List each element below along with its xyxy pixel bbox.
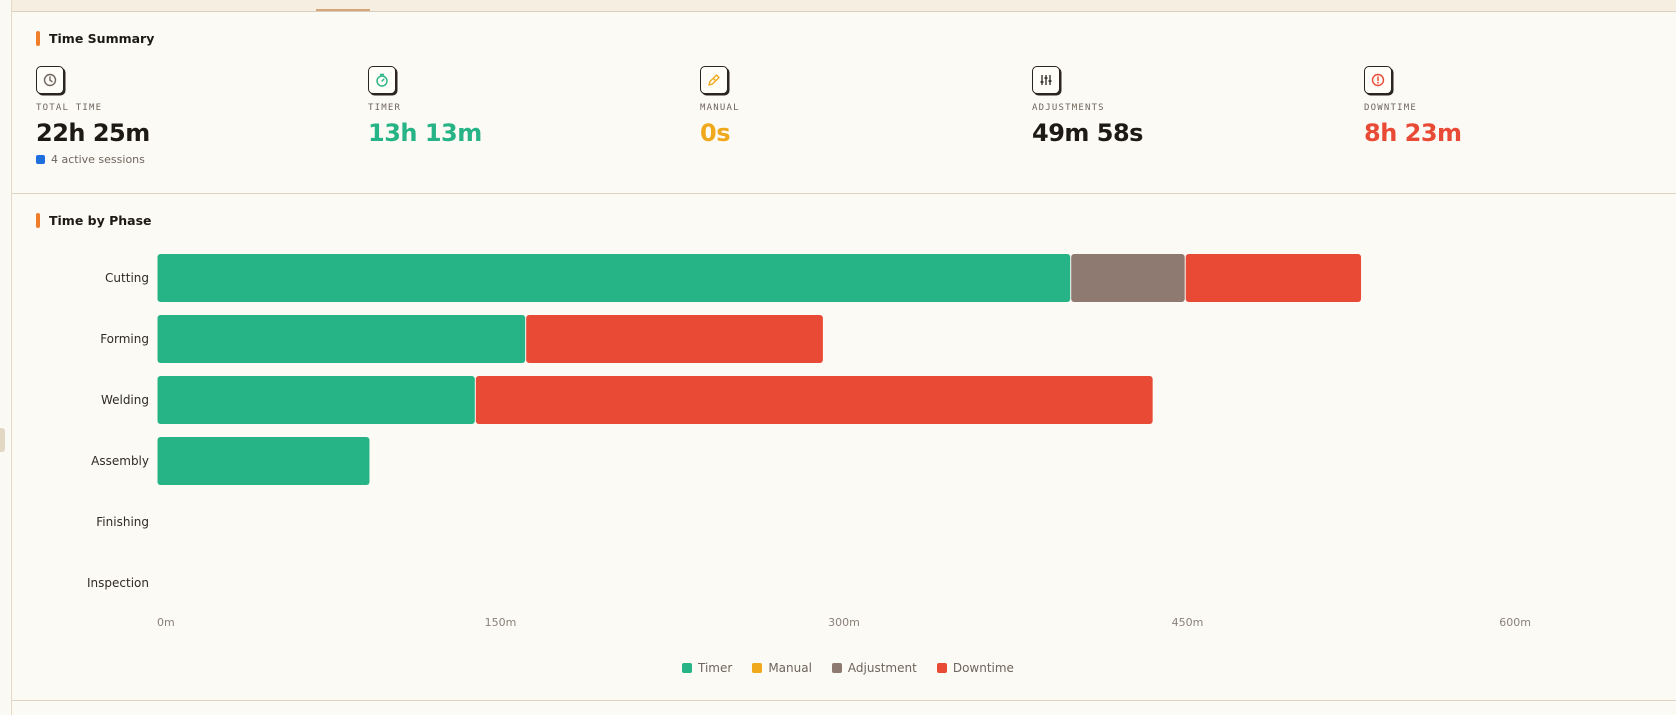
- legend-manual[interactable]: Manual: [752, 661, 812, 675]
- title-accent: [36, 31, 40, 46]
- bar-segment[interactable]: [157, 437, 370, 485]
- time-by-phase-title: Time by Phase: [36, 213, 152, 228]
- stat-value: 49m 58s: [1032, 119, 1143, 147]
- legend-label: Adjustment: [847, 661, 917, 675]
- stat-label: ADJUSTMENTS: [1032, 103, 1105, 113]
- session-indicator-icon: [36, 155, 45, 164]
- bar-segment[interactable]: [157, 376, 475, 424]
- category-label: Finishing: [96, 515, 149, 529]
- time-summary-heading: Time Summary: [49, 31, 155, 46]
- bar-segment[interactable]: [526, 315, 823, 363]
- stat-label: DOWNTIME: [1364, 103, 1417, 113]
- bar-segment[interactable]: [1185, 254, 1362, 302]
- alert-icon: [1364, 66, 1392, 94]
- x-tick-label: 450m: [1172, 616, 1204, 629]
- category-label: Cutting: [105, 271, 149, 285]
- bar-segment[interactable]: [157, 254, 1071, 302]
- stat-value: 13h 13m: [368, 119, 482, 147]
- bar-segment[interactable]: [157, 315, 526, 363]
- legend-swatch: [682, 663, 692, 673]
- time-panel: Time Summary TOTAL TIME 22h 25m 4 active…: [11, 0, 1676, 715]
- sidebar-resize-handle[interactable]: [0, 428, 5, 452]
- stat-label: TIMER: [368, 103, 402, 113]
- active-tab-indicator[interactable]: [316, 9, 370, 11]
- category-label: Assembly: [91, 454, 149, 468]
- stat-label: MANUAL: [700, 103, 740, 113]
- legend-swatch: [936, 663, 947, 673]
- stat-value: 8h 23m: [1364, 119, 1462, 147]
- top-tab-bar: [12, 0, 1676, 12]
- legend-label: Timer: [698, 661, 733, 675]
- time-summary-title: Time Summary: [36, 31, 154, 46]
- stat-value: 0s: [700, 119, 730, 147]
- chart-legend: Timer Manual Adjustment Downtime: [682, 661, 1034, 675]
- active-sessions: 4 active sessions: [36, 153, 336, 166]
- legend-swatch: [752, 663, 763, 673]
- stat-label: TOTAL TIME: [36, 103, 103, 113]
- pen-icon: [700, 66, 728, 94]
- x-tick-label: 300m: [828, 616, 860, 629]
- time-by-phase-chart: Cutting Forming Welding Assembly Finishing In…: [87, 254, 1531, 629]
- x-tick-label: 600m: [1499, 616, 1531, 629]
- stopwatch-icon: [368, 66, 396, 94]
- stat-adjustments: ADJUSTMENTS 49m 58s: [1032, 66, 1332, 147]
- legend-swatch: [831, 663, 842, 673]
- legend-timer[interactable]: Timer: [682, 661, 732, 675]
- bottom-divider: [12, 700, 1676, 701]
- section-divider: [12, 193, 1676, 194]
- stat-total-time: TOTAL TIME 22h 25m 4 active sessions: [36, 66, 336, 166]
- legend-label: Downtime: [952, 661, 1014, 675]
- bar-segment[interactable]: [475, 376, 1153, 424]
- x-tick-label: 150m: [485, 616, 517, 629]
- stat-manual: MANUAL 0s: [700, 66, 1000, 147]
- stat-downtime: DOWNTIME 8h 23m: [1364, 66, 1664, 147]
- bar-segment[interactable]: [1071, 254, 1185, 302]
- legend-adjustment[interactable]: Adjustment: [831, 661, 917, 675]
- sliders-icon: [1032, 66, 1060, 94]
- category-label: Welding: [101, 393, 149, 407]
- active-sessions-label: 4 active sessions: [51, 153, 145, 166]
- legend-label: Manual: [768, 661, 812, 675]
- legend-downtime[interactable]: Downtime: [936, 661, 1014, 675]
- stat-timer: TIMER 13h 13m: [368, 66, 668, 147]
- stat-value: 22h 25m: [36, 119, 150, 147]
- title-accent: [36, 213, 40, 228]
- category-label: Forming: [100, 332, 149, 346]
- x-tick-label: 0m: [157, 616, 175, 629]
- category-label: Inspection: [87, 576, 149, 590]
- time-by-phase-heading: Time by Phase: [49, 213, 152, 228]
- clock-icon: [36, 66, 64, 94]
